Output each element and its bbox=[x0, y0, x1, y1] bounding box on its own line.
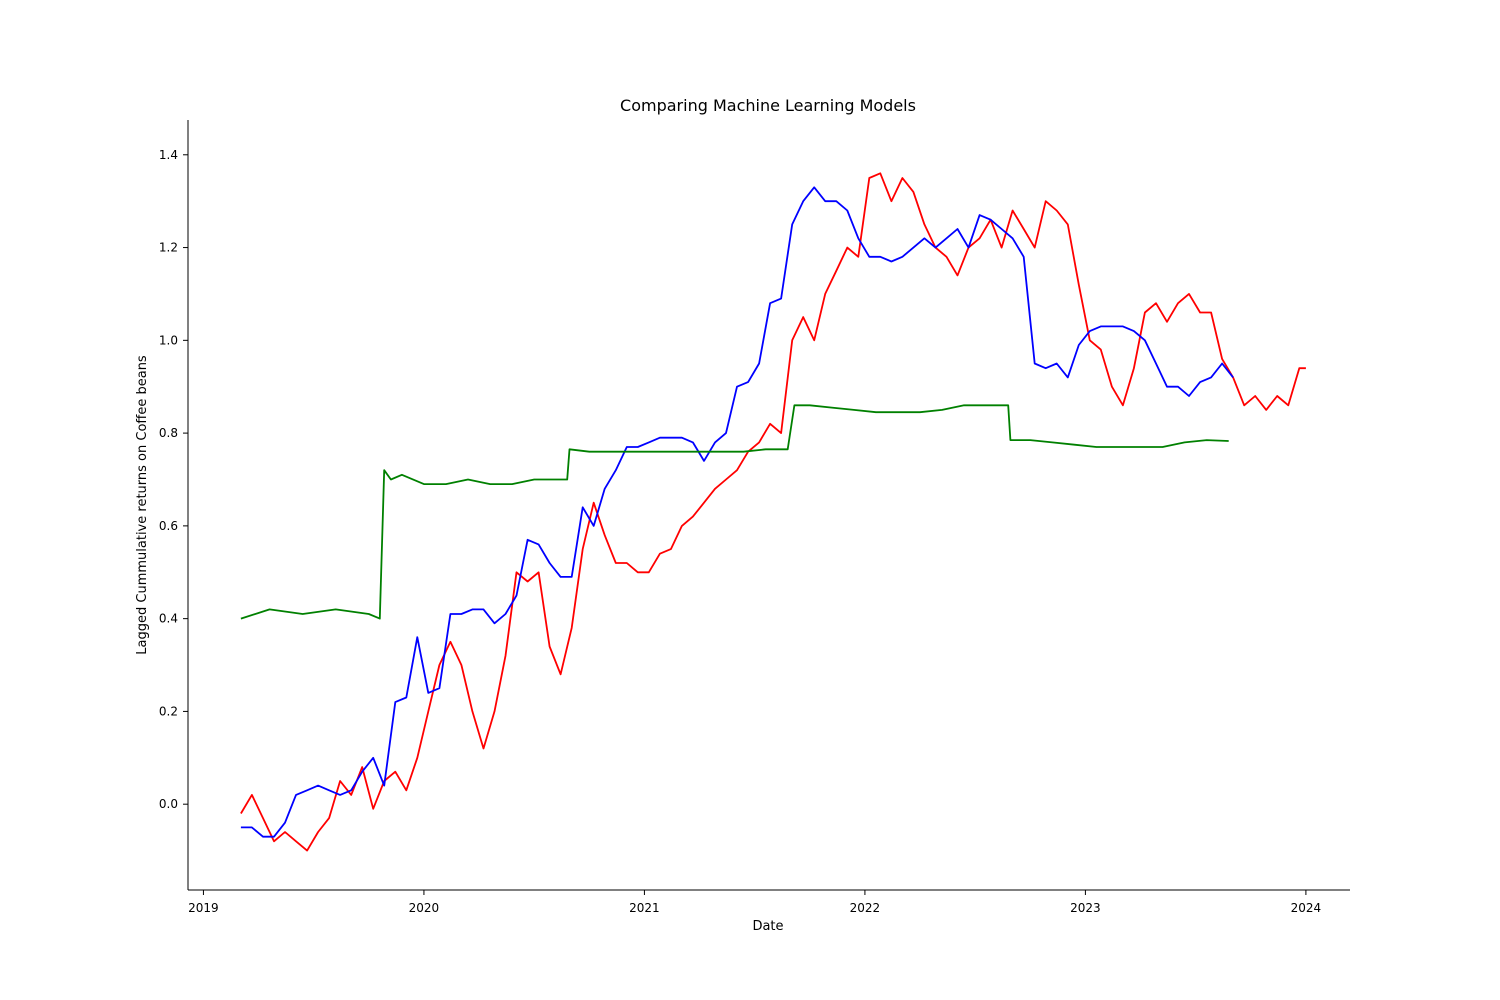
y-tick-label: 1.2 bbox=[159, 241, 178, 255]
y-tick-label: 0.6 bbox=[159, 519, 178, 533]
x-axis-ticks: 2019 2020 2021 2022 2023 2024 bbox=[188, 890, 1321, 915]
blue-series-line bbox=[240, 186, 1234, 838]
y-tick-label: 0.8 bbox=[159, 426, 178, 440]
y-tick-label: 1.4 bbox=[159, 148, 178, 162]
x-tick-label: 2021 bbox=[629, 901, 660, 915]
y-axis-label: Lagged Cummulative returns on Coffee bea… bbox=[135, 355, 150, 655]
y-tick-label: 1.0 bbox=[159, 333, 178, 347]
green-series-line bbox=[240, 404, 1229, 620]
y-tick-label: 0.0 bbox=[159, 797, 178, 811]
x-tick-label: 2023 bbox=[1070, 901, 1101, 915]
x-tick-label: 2022 bbox=[850, 901, 881, 915]
chart-title: Comparing Machine Learning Models bbox=[620, 96, 916, 115]
y-tick-label: 0.2 bbox=[159, 704, 178, 718]
x-tick-label: 2019 bbox=[188, 901, 219, 915]
y-axis-ticks: 0.0 0.2 0.4 0.6 0.8 1.0 1.2 1.4 bbox=[159, 148, 188, 811]
x-tick-label: 2020 bbox=[409, 901, 440, 915]
red-series-line bbox=[240, 172, 1306, 852]
x-axis-label: Date bbox=[752, 919, 783, 934]
series-group bbox=[240, 172, 1306, 852]
x-tick-label: 2024 bbox=[1291, 901, 1322, 915]
y-tick-label: 0.4 bbox=[159, 612, 178, 626]
